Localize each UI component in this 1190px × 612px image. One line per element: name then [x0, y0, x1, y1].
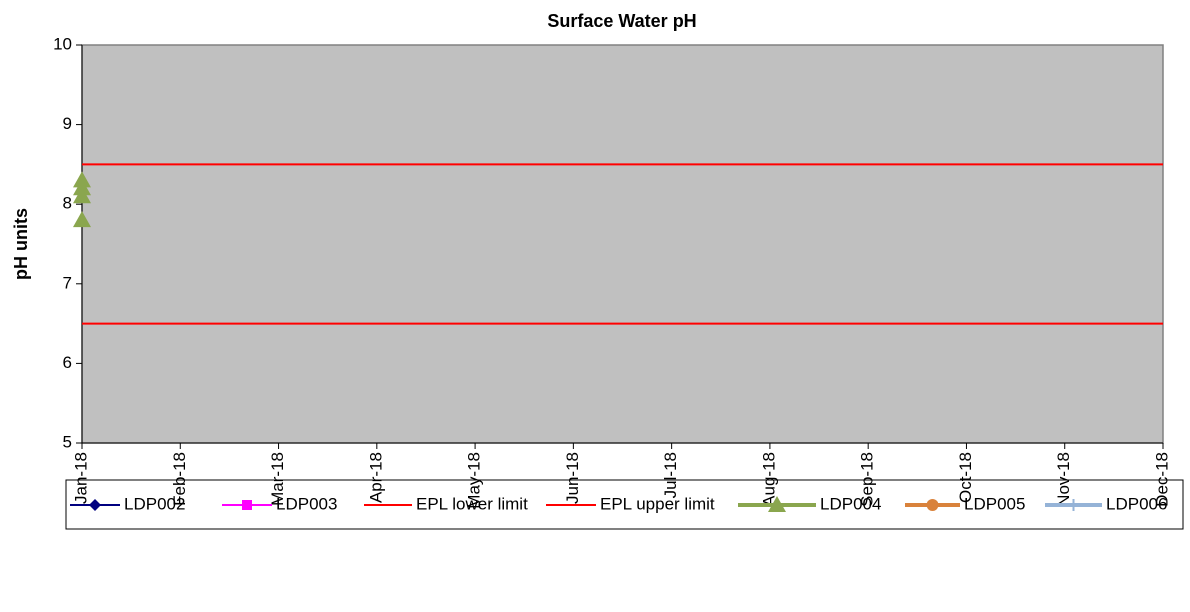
data-point — [73, 187, 91, 204]
legend-label: LDP004 — [820, 494, 881, 513]
x-tick-label: Feb-18 — [170, 452, 189, 506]
x-tick-label: Apr-18 — [366, 452, 385, 503]
x-tick-label: Dec-18 — [1152, 452, 1171, 507]
legend-label: LDP005 — [964, 494, 1025, 513]
legend-label: LDP003 — [276, 494, 337, 513]
legend-label: LDP006 — [1106, 494, 1167, 513]
legend-label: EPL lower limit — [416, 494, 528, 513]
legend-marker — [926, 499, 939, 511]
x-tick-label: Sep-18 — [858, 452, 877, 507]
x-tick-label: Jun-18 — [563, 452, 582, 504]
plot-area — [81, 44, 1164, 444]
y-tick-label: 10 — [53, 34, 72, 53]
x-tick-label: Nov-18 — [1054, 452, 1073, 507]
x-tick-label: Aug-18 — [759, 452, 778, 507]
y-tick-label: 5 — [63, 432, 72, 451]
y-tick-label: 7 — [63, 273, 72, 292]
y-tick-label: 8 — [63, 194, 72, 213]
x-tick-label: Jan-18 — [71, 452, 90, 504]
legend-marker — [242, 500, 252, 510]
legend-marker — [89, 499, 101, 511]
x-tick-label: Mar-18 — [268, 452, 287, 506]
y-tick-label: 9 — [63, 114, 72, 133]
legend-label: EPL upper limit — [600, 494, 715, 513]
legend-label: LDP002 — [124, 494, 185, 513]
chart-title: Surface Water pH — [547, 11, 696, 31]
data-point — [73, 211, 91, 228]
x-tick-label: May-18 — [465, 452, 484, 509]
legend-marker — [768, 496, 786, 512]
legend-marker — [1067, 499, 1080, 511]
y-axis-label: pH units — [11, 208, 31, 280]
x-tick-label: Oct-18 — [956, 452, 975, 503]
y-tick-label: 6 — [63, 353, 72, 372]
x-tick-label: Jul-18 — [661, 452, 680, 498]
